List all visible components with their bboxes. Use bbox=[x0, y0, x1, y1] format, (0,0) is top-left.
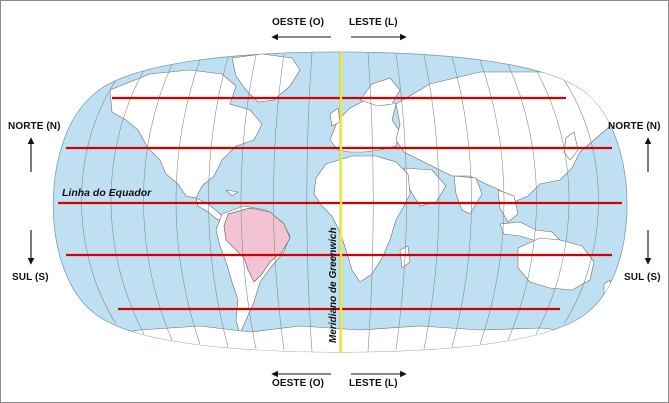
north-label-right: NORTE (N) bbox=[608, 121, 661, 132]
east-label-top: LESTE (L) bbox=[349, 17, 398, 28]
north-label-left: NORTE (N) bbox=[8, 121, 61, 132]
india-land bbox=[453, 175, 483, 215]
parallel-lines bbox=[58, 96, 622, 311]
south-label-right: SUL (S) bbox=[624, 272, 661, 283]
equator-label: Linha do Equador bbox=[62, 187, 152, 199]
southeast-asia-land bbox=[497, 189, 519, 223]
west-label-bottom: OESTE (O) bbox=[272, 378, 325, 389]
australia-land bbox=[517, 237, 595, 291]
north-america-land bbox=[109, 69, 263, 199]
east-label-bottom: LESTE (L) bbox=[349, 378, 398, 389]
south-label-left: SUL (S) bbox=[12, 272, 49, 283]
direction-arrows bbox=[27, 33, 652, 378]
greenland-land bbox=[231, 53, 301, 103]
greenwich-label: Meridiano de Greenwich bbox=[328, 227, 339, 343]
antarctica-land bbox=[69, 325, 627, 352]
africa-land bbox=[313, 155, 411, 283]
caribbean-land bbox=[225, 189, 239, 197]
europe-land bbox=[329, 95, 401, 153]
west-label-top: OESTE (O) bbox=[272, 17, 325, 28]
